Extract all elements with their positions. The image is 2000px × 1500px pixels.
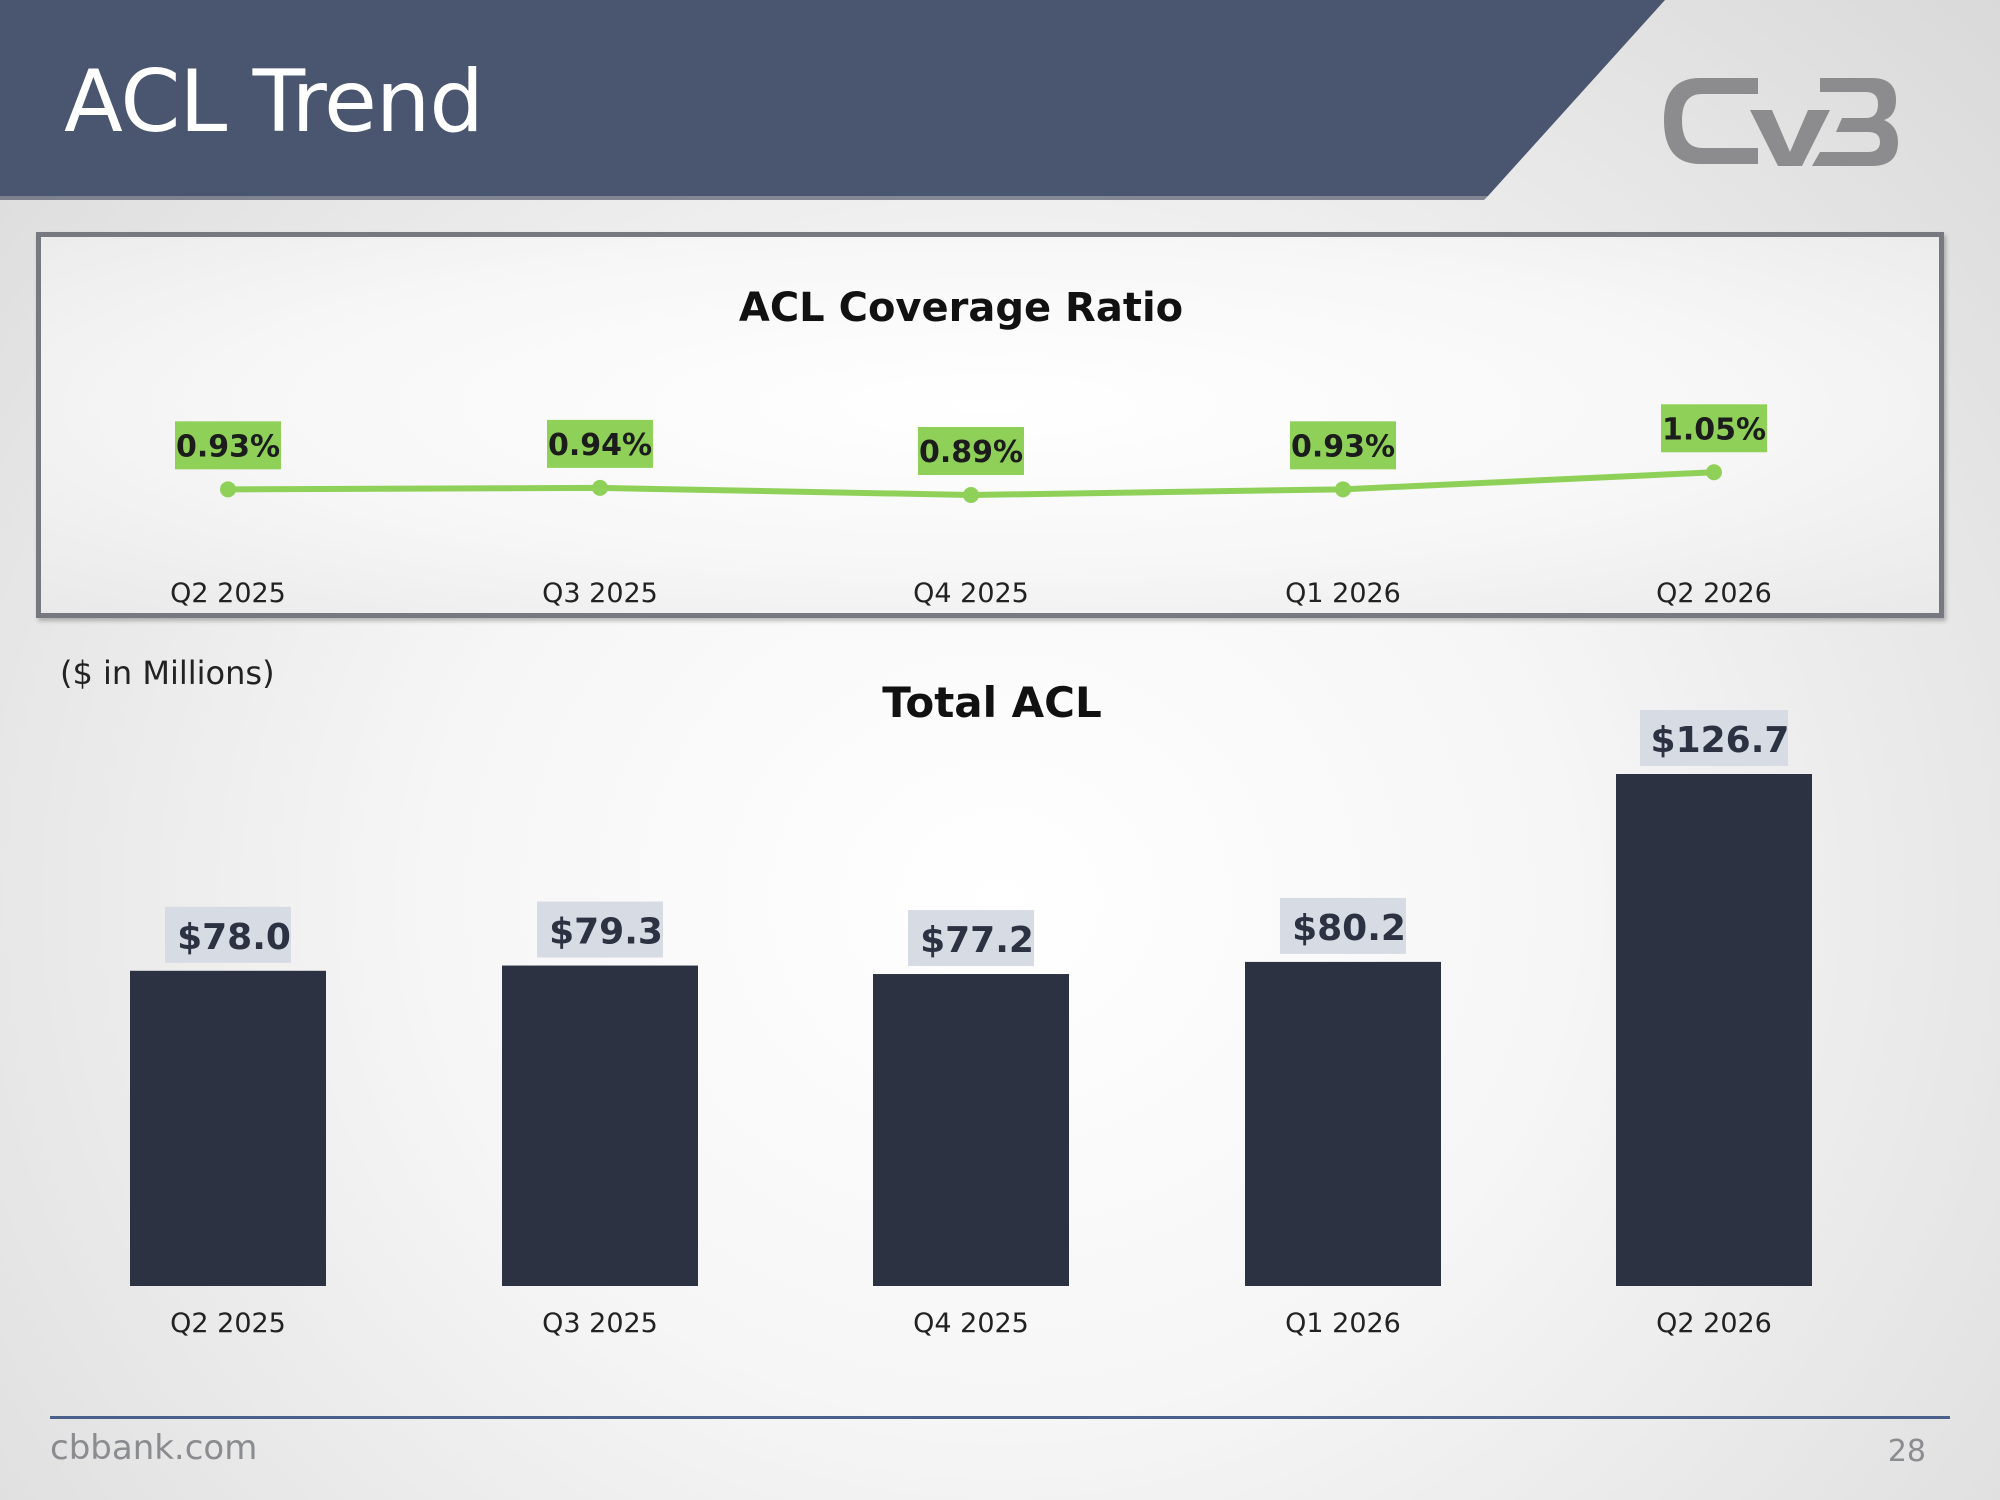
coverage-ratio-x-tick: Q1 2026 [1285, 578, 1401, 609]
total-acl-data-label: $80.2 [1292, 908, 1406, 949]
coverage-ratio-data-label: 1.05% [1662, 412, 1766, 447]
total-acl-bar [1245, 961, 1441, 1286]
coverage-ratio-x-tick: Q2 2025 [170, 578, 286, 609]
coverage-ratio-data-label: 0.94% [548, 428, 652, 463]
total-acl-label-box [1640, 710, 1788, 766]
footer-divider [50, 1416, 1950, 1419]
total-acl-label-box [908, 910, 1034, 967]
coverage-ratio-label-box [918, 427, 1024, 475]
total-acl-data-label: $78.0 [177, 917, 291, 958]
total-acl-label-box [1280, 897, 1406, 954]
total-acl-bar [1616, 774, 1812, 1286]
coverage-ratio-data-label: 0.93% [176, 429, 280, 464]
coverage-ratio-point [1335, 481, 1351, 498]
total-acl-data-label: $79.3 [549, 912, 663, 953]
total-acl-title: Total ACL [882, 678, 1101, 727]
coverage-ratio-x-tick: Q2 2026 [1656, 578, 1772, 609]
total-acl-label-box [165, 906, 291, 963]
total-acl-x-tick: Q3 2025 [542, 1308, 658, 1339]
total-acl-bar [502, 965, 698, 1286]
coverage-ratio-x-tick: Q3 2025 [542, 578, 658, 609]
total-acl-x-tick: Q2 2025 [170, 1308, 286, 1339]
coverage-ratio-chart: ACL Coverage Ratio 0.93% Q2 2025 0.94% Q3 2… [170, 285, 1772, 609]
header-band [0, 0, 1665, 200]
total-acl-x-tick: Q4 2025 [913, 1308, 1029, 1339]
total-acl-data-label: $126.7 [1651, 720, 1790, 761]
total-acl-x-tick: Q2 2026 [1656, 1308, 1772, 1339]
footer-website: cbbank.com [50, 1428, 258, 1468]
coverage-ratio-point [220, 481, 236, 498]
total-acl-bar [130, 970, 326, 1286]
coverage-ratio-label-box [1661, 404, 1767, 453]
units-note: ($ in Millions) [60, 654, 275, 692]
coverage-ratio-point [1706, 464, 1722, 481]
coverage-ratio-x-tick: Q4 2025 [913, 578, 1029, 609]
total-acl-x-tick: Q1 2026 [1285, 1308, 1401, 1339]
coverage-ratio-data-label: 0.89% [919, 435, 1023, 470]
total-acl-data-label: $77.2 [920, 920, 1034, 961]
coverage-ratio-point [592, 479, 608, 496]
coverage-ratio-title: ACL Coverage Ratio [739, 285, 1183, 331]
total-acl-bar [873, 974, 1069, 1286]
total-acl-chart: Total ACL $78.0 Q2 2025 $79.3 Q3 2025 $77.2 Q… [130, 678, 1812, 1339]
coverage-ratio-label-box [547, 419, 653, 468]
total-acl-label-box [537, 901, 663, 958]
page-title: ACL Trend [64, 52, 484, 152]
coverage-ratio-panel: ACL Coverage Ratio 0.93% Q2 2025 0.94% Q3 2… [36, 232, 1944, 618]
coverage-ratio-label-box [175, 421, 281, 470]
coverage-ratio-data-label: 0.93% [1291, 429, 1395, 464]
page-number: 28 [1887, 1434, 1926, 1469]
coverage-ratio-label-box [1290, 421, 1396, 470]
coverage-ratio-point [963, 487, 979, 503]
cvb-logo [1664, 78, 1898, 166]
